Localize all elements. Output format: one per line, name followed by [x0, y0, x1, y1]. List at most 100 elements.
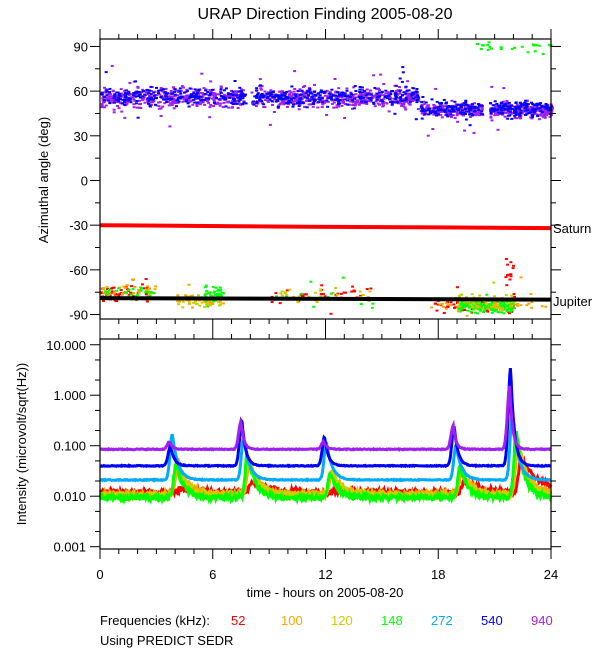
point-940khz [450, 116, 453, 119]
point-52khz [365, 288, 369, 290]
point-940khz [426, 134, 430, 137]
point-148khz [152, 292, 156, 295]
point-540khz [469, 105, 473, 108]
point-940khz [201, 95, 205, 98]
point-540khz [157, 92, 160, 95]
legend-title: Frequencies (kHz): [100, 613, 210, 628]
point-120khz [465, 314, 469, 317]
point-540khz [129, 101, 133, 104]
point-540khz [459, 111, 463, 114]
point-540khz [451, 110, 455, 112]
point-540khz [151, 98, 155, 101]
point-120khz [218, 301, 222, 304]
point-540khz [179, 95, 183, 98]
point-120khz [187, 301, 191, 303]
point-940khz [541, 115, 545, 118]
point-52khz [512, 264, 515, 267]
point-940khz [272, 111, 276, 113]
point-52khz [321, 292, 325, 295]
point-540khz [277, 97, 281, 100]
point-940khz [490, 110, 494, 113]
point-540khz [298, 97, 302, 100]
point-100khz [456, 310, 460, 313]
point-940khz [427, 106, 430, 109]
point-940khz [323, 101, 327, 104]
point-540khz [148, 98, 152, 101]
point-148khz [211, 286, 215, 289]
point-940khz [109, 93, 113, 96]
point-940khz [122, 94, 126, 96]
point-100khz [440, 302, 444, 305]
point-940khz [332, 101, 336, 104]
point-540khz [142, 90, 146, 93]
point-540khz [269, 93, 273, 96]
point-940khz [250, 91, 254, 94]
point-100khz [516, 304, 520, 307]
point-100khz [530, 306, 534, 309]
point-540khz [255, 87, 259, 90]
point-940khz [398, 100, 402, 103]
point-940khz [166, 101, 170, 103]
point-940khz [278, 103, 282, 106]
point-940khz [232, 92, 236, 95]
point-540khz [524, 102, 528, 105]
point-540khz [445, 113, 449, 116]
point-100khz [105, 286, 109, 289]
point-540khz [316, 92, 320, 95]
point-540khz [255, 95, 259, 97]
point-120khz [510, 300, 514, 303]
point-540khz [239, 93, 243, 96]
point-100khz [529, 293, 533, 295]
point-940khz [540, 108, 544, 111]
point-148khz [139, 289, 143, 292]
point-148khz [483, 303, 487, 306]
point-120khz [296, 301, 300, 304]
point-148khz [476, 312, 480, 315]
point-540khz [215, 96, 218, 99]
point-148khz [466, 309, 470, 312]
point-52khz [300, 294, 304, 297]
point-540khz [285, 90, 289, 93]
x-tick-label: 18 [431, 567, 445, 582]
point-148khz [218, 289, 222, 292]
point-940khz [182, 98, 186, 101]
point-940khz [224, 94, 228, 97]
point-940khz [230, 106, 234, 109]
point-940khz [285, 106, 289, 108]
point-540khz [536, 114, 540, 117]
point-540khz [183, 91, 186, 94]
point-940khz [361, 100, 365, 103]
point-940khz [176, 94, 180, 97]
point-540khz [252, 100, 256, 103]
point-940khz [239, 102, 243, 105]
point-940khz [401, 105, 405, 108]
point-940khz [240, 88, 244, 91]
point-52khz [507, 311, 511, 314]
point-100khz [519, 304, 523, 307]
point-940khz [221, 106, 225, 109]
point-540khz [489, 102, 492, 105]
point-540khz [513, 106, 517, 109]
point-120khz [181, 300, 185, 303]
point-940khz [140, 91, 144, 94]
point-100khz [527, 302, 531, 305]
point-540khz [189, 94, 193, 97]
point-540khz [445, 106, 449, 109]
point-100khz [125, 284, 129, 287]
point-540khz [237, 96, 241, 99]
point-148khz [474, 311, 477, 314]
point-940khz [159, 107, 163, 110]
point-148khz [490, 302, 494, 305]
point-540khz [358, 91, 362, 93]
point-540khz [503, 107, 507, 110]
point-540khz [353, 97, 357, 100]
point-540khz [203, 98, 207, 101]
point-940khz [378, 89, 382, 92]
point-540khz [513, 111, 517, 114]
point-940khz [298, 103, 302, 106]
point-120khz [319, 289, 323, 292]
point-940khz [369, 92, 373, 95]
point-940khz [112, 108, 116, 111]
point-940khz [200, 72, 204, 75]
y-tick-label: 60 [74, 84, 88, 99]
